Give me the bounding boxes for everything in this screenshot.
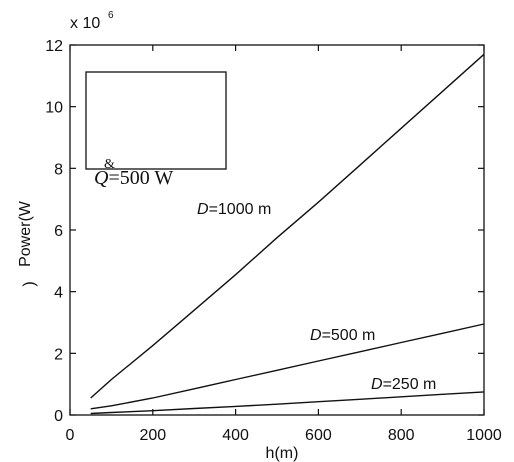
- y-axis-exponent-label: x 10: [70, 15, 100, 32]
- y-tick-label: 2: [54, 346, 63, 363]
- y-axis-label: Power(W: [17, 200, 34, 267]
- annotation-value: =500 W: [108, 167, 173, 189]
- series-line-d250: [90, 391, 485, 415]
- annotation-mark: &: [104, 157, 115, 172]
- y-axis-exponent-power: 6: [108, 10, 114, 21]
- y-axis-ticks: 0 2 4 6 8 10 12: [45, 38, 484, 425]
- series-label-d500-symbol: D: [310, 327, 322, 344]
- y-tick-label: 10: [45, 100, 63, 117]
- x-tick-label: 600: [305, 427, 332, 444]
- y-tick-label: 0: [54, 408, 63, 425]
- y-tick-label: 12: [45, 38, 63, 55]
- series-label-d1000-rest: =1000 m: [209, 201, 272, 218]
- x-tick-label: 0: [66, 427, 75, 444]
- x-tick-label: 400: [222, 427, 249, 444]
- x-tick-label: 1000: [466, 427, 502, 444]
- series-lines: [90, 53, 485, 415]
- annotation-text: Q=500 W: [94, 167, 173, 189]
- series-line-d1000: [90, 53, 485, 399]
- y-tick-label: 6: [54, 223, 63, 240]
- annotation-box: [85, 71, 227, 170]
- x-tick-label: 200: [139, 427, 166, 444]
- series-label-d500: D=500 m: [310, 327, 375, 344]
- series-label-d1000: D=1000 m: [197, 201, 271, 218]
- y-tick-label: 4: [54, 285, 63, 302]
- series-label-d250: D=250 m: [371, 376, 436, 393]
- series-line-d500: [90, 323, 485, 410]
- y-axis-label-continuation: ): [21, 281, 38, 286]
- plot-area-frame: [69, 44, 485, 416]
- x-axis-label: h(m): [266, 445, 299, 462]
- y-tick-label: 8: [54, 161, 63, 178]
- series-label-d250-rest: =250 m: [383, 376, 437, 393]
- x-axis-ticks: 0 200 400 600 800 1000: [66, 45, 502, 444]
- series-label-d250-symbol: D: [371, 376, 383, 393]
- x-tick-label: 800: [388, 427, 415, 444]
- annotation-symbol: Q: [94, 167, 109, 189]
- series-label-d1000-symbol: D: [197, 201, 209, 218]
- series-label-d500-rest: =500 m: [322, 327, 376, 344]
